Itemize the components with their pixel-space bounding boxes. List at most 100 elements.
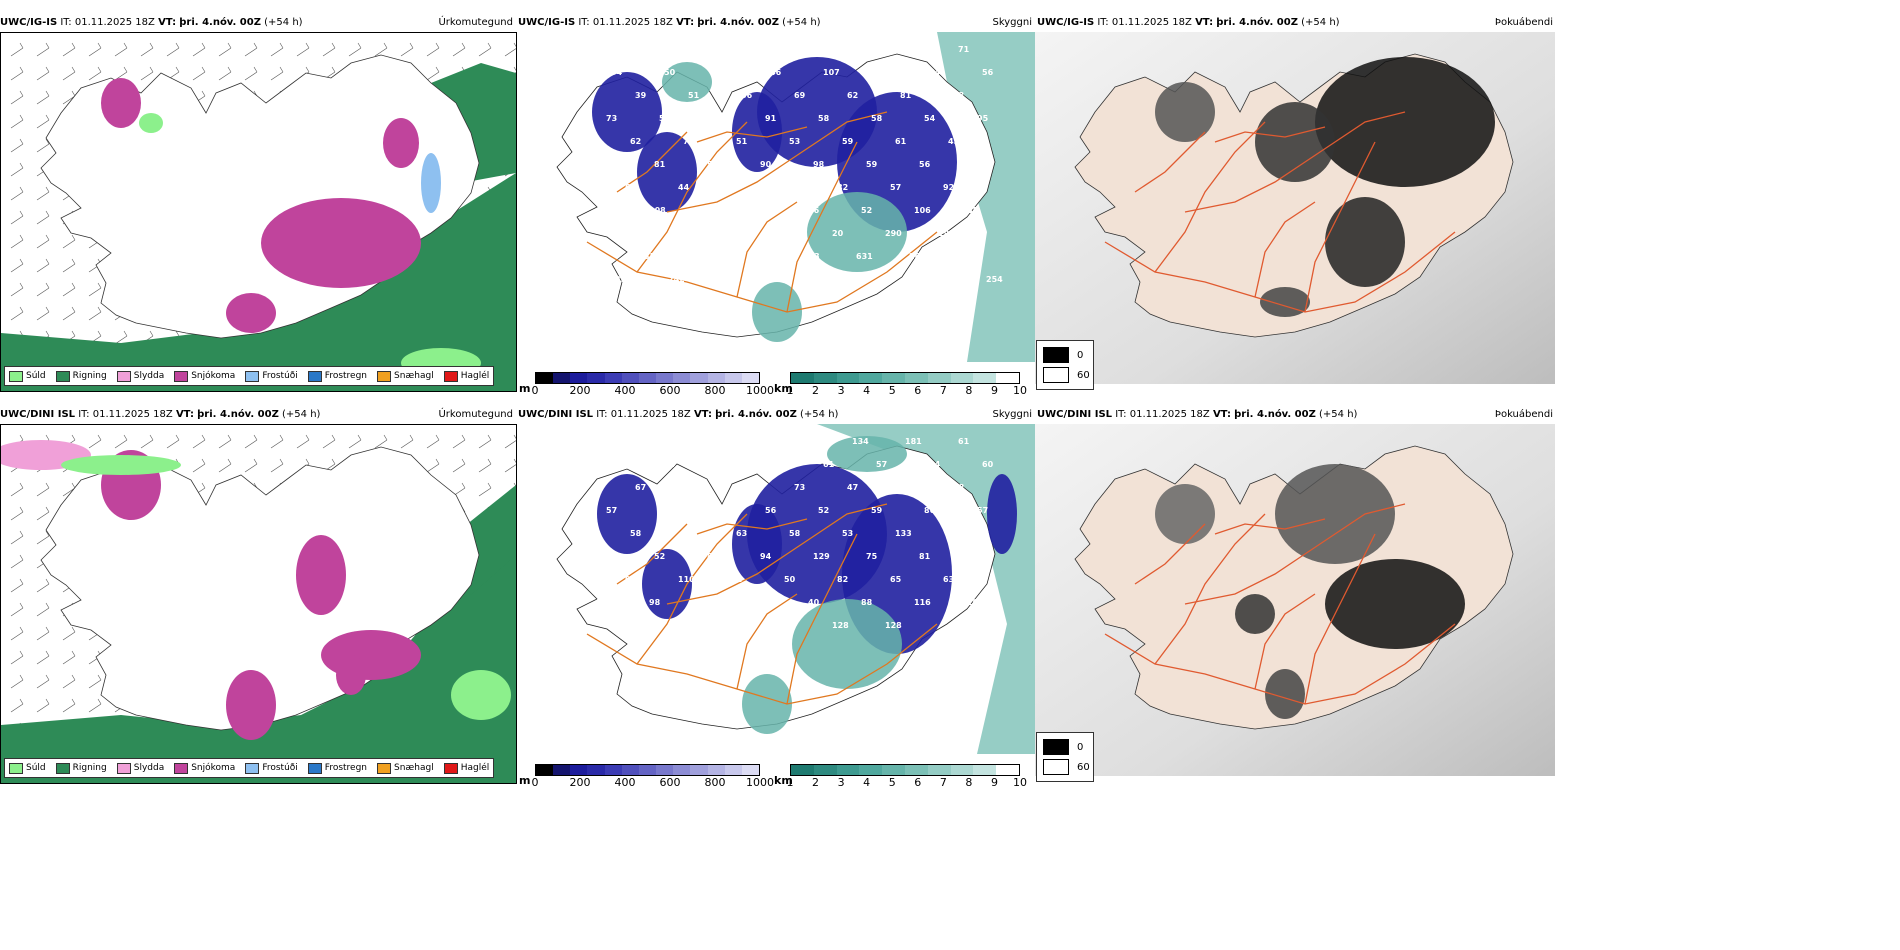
height-label: 52 [654, 552, 665, 561]
height-label: 133 [895, 529, 912, 538]
colorbar-tick: 2 [812, 776, 820, 789]
height-label: 57 [890, 183, 901, 192]
height-label: 56 [741, 91, 753, 100]
colorbar-tick: 4 [863, 776, 871, 789]
height-label: 52 [818, 506, 829, 515]
height-label: 92 [726, 229, 737, 238]
precip-legend: Súld Rigning Slydda Snjókoma Frostúði Frostre… [4, 758, 495, 778]
height-label: 92 [943, 183, 954, 192]
road-network [1104, 111, 1456, 313]
legend-item: Rigning [55, 370, 107, 382]
lead-time: (+54 h) [782, 17, 821, 28]
height-label: 98 [953, 483, 965, 492]
height-label: 81 [919, 552, 931, 561]
height-label: 81 [900, 91, 912, 100]
snow-area [336, 655, 366, 695]
height-label: 44 [678, 183, 690, 192]
snow-area [261, 198, 421, 288]
height-label: 67 [635, 483, 646, 492]
model-name: UWC/DINI ISL [518, 409, 594, 420]
colorbar-tick: 6 [914, 776, 922, 789]
height-label: 57 [977, 506, 988, 515]
height-label: 40 [688, 483, 700, 492]
height-label: 61 [823, 460, 835, 469]
legend-label: 0 [1077, 349, 1084, 361]
height-label: 122 [905, 45, 922, 54]
legend-swatch [1043, 739, 1069, 755]
height-label: 45 [948, 137, 960, 146]
colorbar-strip [790, 372, 1020, 384]
colorbar-strip [535, 764, 760, 776]
height-label: 48 [876, 68, 888, 77]
legend-swatch [116, 370, 131, 382]
legend-label: Rigning [72, 763, 107, 773]
fog-index-area [1325, 559, 1465, 649]
panel-title: Skyggni [992, 17, 1032, 28]
vt-label: VT: [1195, 17, 1214, 28]
legend-label: 60 [1077, 761, 1090, 773]
height-label: 58 [818, 114, 830, 123]
height-label: 151 [640, 45, 657, 54]
fog-index-area [1275, 464, 1395, 564]
legend-label: Haglél [460, 763, 490, 773]
colorbar-tick: 0 [531, 776, 539, 789]
height-colorbar: m 0 200 400 600 800 1000 [519, 372, 774, 397]
legend-swatch [377, 370, 392, 382]
height-label: 87 [587, 437, 598, 446]
vt-value: þri. 4.nóv. 00Z [715, 409, 797, 420]
height-label: 83 [702, 206, 713, 215]
drizzle-area [451, 670, 511, 720]
height-label: 59 [866, 160, 878, 169]
legend-label: Haglél [460, 371, 490, 381]
road-network [586, 111, 938, 313]
height-label: 54 [929, 68, 941, 77]
height-label: 54 [591, 252, 603, 261]
height-label: 66 [755, 598, 767, 607]
height-label: 71 [958, 45, 970, 54]
height-label: 126 [717, 68, 734, 77]
height-label: 61 [933, 275, 945, 284]
colorbar-tick: 5 [888, 384, 896, 397]
height-label: 351 [644, 252, 661, 261]
colorbar-tick: 200 [569, 384, 591, 397]
model-name: UWC/DINI ISL [0, 409, 76, 420]
legend-swatch [377, 762, 392, 774]
fog-index-legend: 0 60 [1036, 340, 1094, 390]
height-label: 57 [731, 183, 742, 192]
legend-label: 60 [1077, 369, 1090, 381]
legend-swatch [245, 370, 260, 382]
legend-item: Snjókoma [174, 762, 235, 774]
height-label: 137 [620, 621, 637, 630]
snow-area [226, 670, 276, 740]
precip-legend: Súld Rigning Slydda Snjókoma Frostúði Frostre… [4, 366, 495, 386]
height-label: 53 [789, 137, 800, 146]
snow-area [101, 78, 141, 128]
low-visibility-terrain [642, 549, 692, 619]
legend-swatch [1043, 759, 1069, 775]
colorbar-tick: 2 [812, 384, 820, 397]
height-label: 240 [620, 229, 637, 238]
it-value: 01.11.2025 18Z [74, 17, 155, 28]
colorbar-tick: 9 [990, 776, 998, 789]
height-label: 52 [611, 460, 622, 469]
low-visibility-terrain [987, 474, 1017, 554]
legend-label: Súld [26, 763, 46, 773]
height-label: 98 [813, 160, 825, 169]
legend-label: Frostregn [324, 763, 368, 773]
height-label: 94 [760, 552, 772, 561]
colorbar-tick: 600 [659, 776, 681, 789]
fog-index-area [1265, 669, 1305, 719]
visibility-colorbar: km 1 2 3 4 5 6 7 8 9 10 [774, 372, 1027, 397]
legend-swatch [1043, 367, 1069, 383]
lead-time: (+54 h) [282, 409, 321, 420]
fog-index-legend: 0 60 [1036, 732, 1094, 782]
height-label: 56 [659, 506, 671, 515]
height-label: 91 [765, 114, 777, 123]
it-label: IT: [596, 409, 608, 420]
height-label: 53 [842, 529, 853, 538]
legend-swatch [443, 370, 458, 382]
height-label: 59 [871, 506, 883, 515]
it-label: IT: [578, 17, 590, 28]
it-value: 01.11.2025 18Z [1129, 409, 1210, 420]
legend-label: Frostúði [262, 371, 298, 381]
